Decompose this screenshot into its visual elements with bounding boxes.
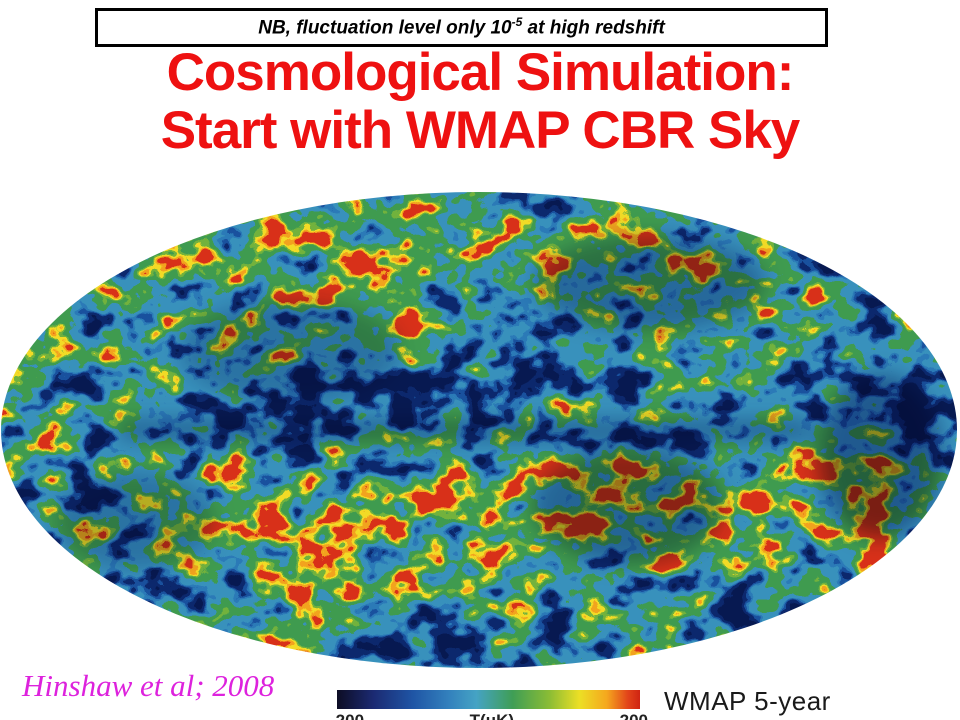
slide-title: Cosmological Simulation: Start with WMAP…: [0, 44, 960, 160]
title-line-1: Cosmological Simulation:: [166, 43, 795, 102]
cmb-cold-region-overlays: [55, 235, 942, 569]
title-line-2: Start with WMAP CBR Sky: [160, 101, 801, 160]
note-text-prefix: NB, fluctuation level only 10: [258, 17, 512, 39]
wmap-ellipse-svg: [1, 192, 957, 668]
credit-text: Hinshaw et al; 2008: [22, 668, 275, 703]
colorbar-axis-label: T(μK): [470, 711, 514, 720]
colorbar-max-label: 200: [620, 711, 648, 720]
note-box: NB, fluctuation level only 10-5 at high …: [95, 8, 828, 47]
colorbar-gradient: [337, 690, 640, 709]
colorbar-min-label: -200: [330, 711, 364, 720]
note-text-suffix: at high redshift: [522, 17, 665, 39]
map-caption: WMAP 5-year: [664, 686, 831, 716]
wmap-sky-map: [0, 191, 960, 669]
note-text-superscript: -5: [511, 15, 523, 30]
note-text: NB, fluctuation level only 10-5 at high …: [258, 15, 665, 39]
colorbar-labels: -200 T(μK) 200: [330, 711, 648, 720]
